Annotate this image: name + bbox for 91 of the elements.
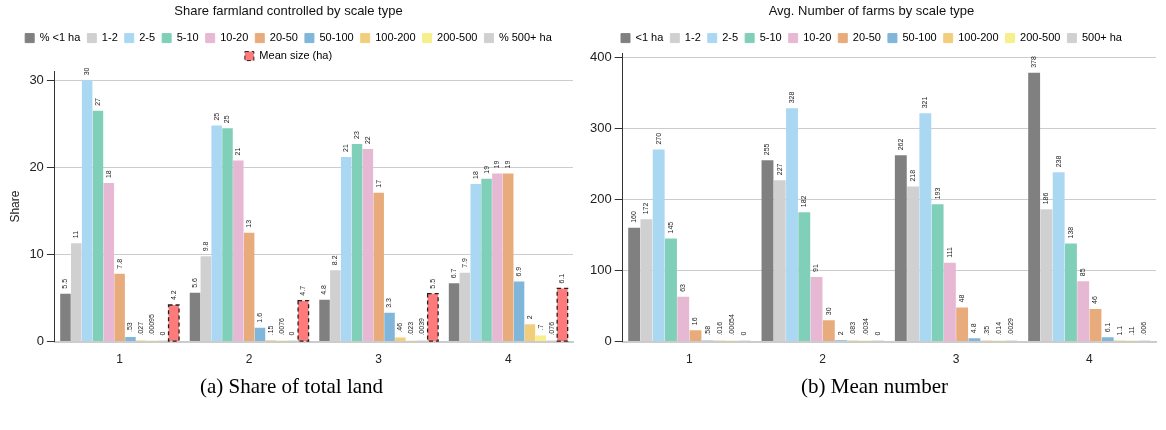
bar <box>222 128 233 342</box>
x-tick-label: 2 <box>245 352 253 367</box>
bar <box>233 160 244 342</box>
bar <box>1028 72 1041 342</box>
text: (b) Mean number <box>800 374 949 399</box>
bar <box>894 155 907 342</box>
bar <box>761 160 774 342</box>
bar <box>628 227 641 342</box>
legend-label: 100-200 <box>375 31 416 44</box>
x-tick-label: 3 <box>375 352 383 367</box>
bar <box>786 108 798 342</box>
bar <box>481 178 492 342</box>
text: (a) Share of total land <box>198 374 385 399</box>
legend-label: 20-50 <box>852 31 881 44</box>
legend-label: 10-20 <box>803 31 832 44</box>
y-tick-label: 0 <box>604 333 612 349</box>
y-tick-label: 10 <box>29 246 44 262</box>
bar <box>351 143 363 342</box>
bar <box>652 149 665 342</box>
bar <box>1101 337 1114 342</box>
bar <box>319 299 330 342</box>
bar <box>470 183 481 342</box>
bar <box>114 273 125 342</box>
bar <box>254 327 266 342</box>
bar <box>189 292 201 342</box>
legend-label: 2-5 <box>722 31 739 44</box>
bar <box>810 276 823 342</box>
bar <box>931 204 944 342</box>
legend-label: 100-200 <box>958 31 999 44</box>
bar <box>243 232 255 342</box>
bar <box>502 173 514 342</box>
bar <box>1064 243 1077 342</box>
legend-label: 1-2 <box>684 31 701 44</box>
legend-label: 5-10 <box>176 31 199 44</box>
bar <box>968 338 981 342</box>
legend-label: 2-5 <box>139 31 156 44</box>
bar <box>956 307 969 342</box>
x-tick-label: 1 <box>116 352 124 367</box>
y-tick-label: 20 <box>29 158 44 174</box>
bar <box>125 336 136 342</box>
y-tick-label: 100 <box>589 262 612 278</box>
bar <box>362 149 374 342</box>
bar <box>373 192 384 342</box>
legend-label: Mean size (ha) <box>259 49 333 62</box>
bar <box>524 324 536 342</box>
bar <box>798 212 811 342</box>
bar <box>81 80 93 342</box>
x-tick-label: 1 <box>686 352 694 367</box>
x-tick-label: 4 <box>1085 352 1093 367</box>
bar <box>513 281 525 342</box>
y-tick-label: 0 <box>36 333 44 349</box>
bar <box>448 283 460 342</box>
bar <box>1052 172 1065 342</box>
bar <box>60 293 71 342</box>
bar <box>943 262 956 342</box>
bar <box>677 296 690 342</box>
bar <box>211 125 222 342</box>
chart-title: Share farmland controlled by scale type <box>174 3 403 19</box>
legend-label: 20-50 <box>269 31 298 44</box>
legend-label: 50-100 <box>319 31 354 44</box>
bar <box>1077 281 1090 342</box>
bar <box>492 173 503 342</box>
bar <box>103 183 115 342</box>
bar <box>689 330 702 342</box>
legend-label: 5-10 <box>759 31 782 44</box>
bar <box>919 113 932 342</box>
legend-label: 1-2 <box>101 31 118 44</box>
legend-label: 200-500 <box>437 31 478 44</box>
chart-title: Avg. Number of farms by scale type <box>768 3 975 19</box>
bar <box>665 238 677 342</box>
bar <box>384 312 395 342</box>
y-axis-title: Share <box>7 190 22 223</box>
bar <box>535 335 546 342</box>
y-tick-label: 300 <box>589 119 612 135</box>
x-tick-label: 3 <box>952 352 960 367</box>
x-tick-label: 2 <box>819 352 827 367</box>
legend-label: 10-20 <box>220 31 249 44</box>
legend-label: 200-500 <box>1020 31 1061 44</box>
bar <box>340 156 352 342</box>
legend-label: 50-100 <box>902 31 937 44</box>
y-tick-label: 400 <box>589 48 612 64</box>
bar <box>92 110 104 342</box>
legend-label: % 500+ ha <box>498 31 553 44</box>
y-tick-label: 200 <box>589 190 612 206</box>
legend-label: <1 ha <box>635 31 665 44</box>
legend-label: 500+ ha <box>1081 31 1123 44</box>
bar <box>822 320 835 342</box>
bar <box>1089 308 1102 342</box>
x-tick-label: 4 <box>504 352 512 367</box>
legend-label: % <1 ha <box>39 31 82 44</box>
y-tick-label: 30 <box>29 71 44 87</box>
